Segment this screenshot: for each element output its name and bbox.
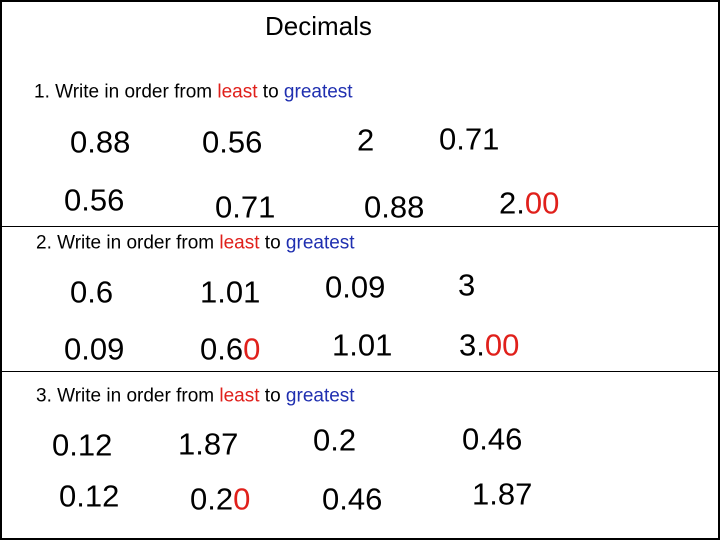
answer-number: 0.20 [190,484,250,515]
given-number: 0.6 [70,274,114,310]
answer-part: 0.46 [322,481,383,517]
given-number: 0.12 [52,427,113,463]
given-number: 0.09 [325,269,386,305]
instruction-part: least [219,232,260,254]
answer-part: 1.87 [472,476,533,512]
answer-number: 0.60 [200,334,260,365]
given-number: 0.88 [70,124,131,160]
answer-number: 0.56 [64,185,124,216]
instruction-part: least [217,81,258,103]
given-number: 0.46 [462,421,523,457]
title: Decimals [265,11,372,41]
instruction-part: 1. Write in order from [34,81,218,103]
instruction-part: least [219,385,260,407]
divider [2,226,718,227]
answer-part: 0.71 [215,189,276,225]
answer-number: 1.87 [472,479,532,510]
answer-part: 2. [499,185,525,221]
given-number: 1.87 [178,426,239,462]
answer-part: 0 [233,481,251,517]
instruction-part: greatest [285,385,355,407]
instruction: 3. Write in order from least to greatest [36,387,355,406]
given-number: 1.01 [200,274,261,310]
answer-part: 0 [243,331,261,367]
answer-part: 00 [484,327,520,363]
answer-part: 3. [459,327,485,363]
answer-number: 0.71 [215,192,275,223]
answer-part: 1.01 [332,327,393,363]
answer-part: 0.88 [364,189,425,225]
given-number: 2 [357,122,375,158]
instruction-part: 3. Write in order from [36,385,220,407]
instruction-part: to [259,385,286,407]
given-number: 0.2 [313,422,357,458]
given-number: 3 [458,267,476,303]
instruction-part: greatest [285,232,355,254]
answer-number: 3.00 [459,330,519,361]
answer-part: 0.2 [190,481,234,517]
answer-number: 0.46 [322,484,382,515]
answer-number: 0.09 [64,334,124,365]
instruction: 1. Write in order from least to greatest [34,83,353,102]
instruction-part: to [257,81,284,103]
answer-number: 2.00 [499,188,559,219]
answer-number: 0.88 [364,192,424,223]
answer-part: 0.09 [64,331,125,367]
given-number: 0.71 [439,121,500,157]
instruction-part: greatest [283,81,353,103]
given-number: 0.56 [202,124,263,160]
answer-part: 0.56 [64,182,125,218]
answer-part: 0.12 [59,478,120,514]
answer-number: 0.12 [59,481,119,512]
instruction-part: to [259,232,286,254]
answer-part: 0.6 [200,331,244,367]
instruction-part: 2. Write in order from [36,232,220,254]
answer-part: 00 [524,185,560,221]
instruction: 2. Write in order from least to greatest [36,234,355,253]
answer-number: 1.01 [332,330,392,361]
divider [2,371,718,372]
